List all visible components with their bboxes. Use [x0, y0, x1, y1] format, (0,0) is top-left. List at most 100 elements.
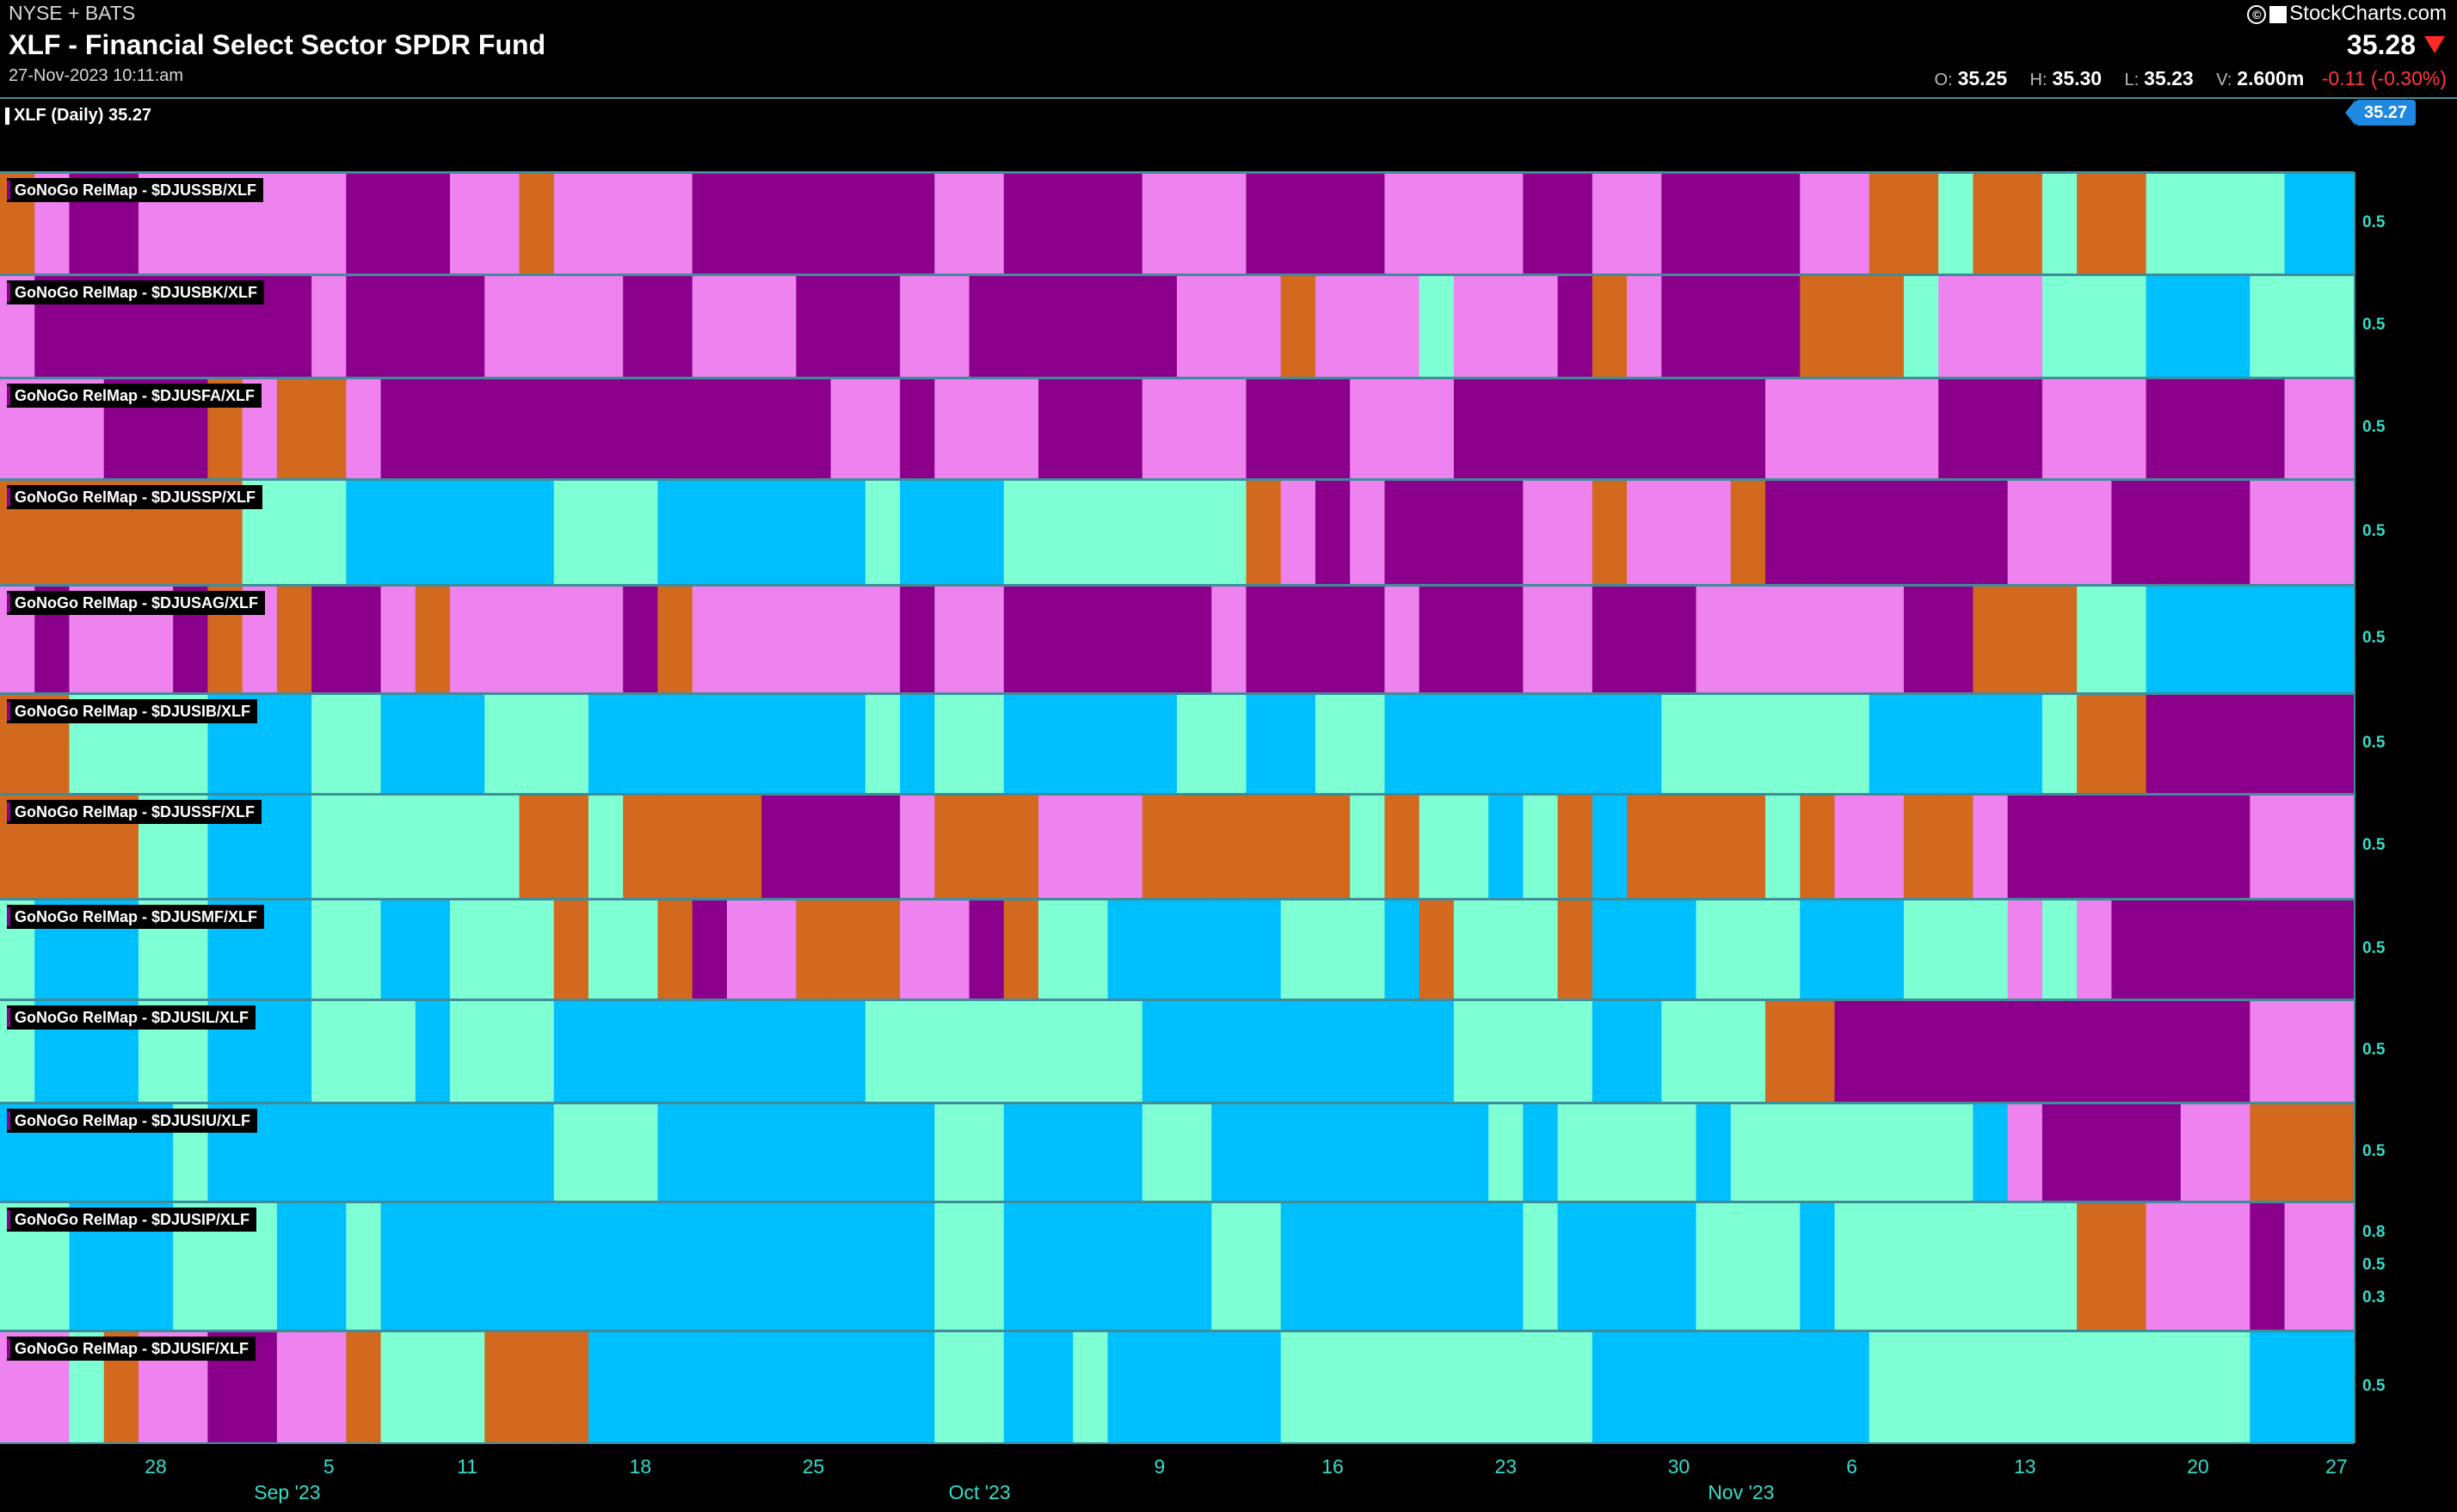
- heatmap-cell: [553, 1202, 589, 1331]
- heatmap-cell: [1696, 1202, 1732, 1331]
- heatmap-row-10[interactable]: [0, 1103, 2355, 1202]
- heatmap-cell: [1765, 1331, 1801, 1443]
- heatmap-cell: [1211, 693, 1247, 794]
- heatmap-cell: [1211, 999, 1247, 1103]
- y-axis-label: 0.3: [2362, 1288, 2386, 1306]
- heatmap-cell: [1453, 693, 1489, 794]
- heatmap-cell: [726, 274, 762, 378]
- heatmap-cell: [623, 172, 659, 274]
- heatmap-cell: [588, 585, 624, 693]
- panel-label: GoNoGo RelMap - $DJUSFA/XLF: [7, 384, 262, 408]
- heatmap-cell: [1419, 479, 1455, 585]
- heatmap-cell: [588, 274, 624, 378]
- heatmap-cell: [2180, 479, 2216, 585]
- heatmap-cell: [2041, 479, 2078, 585]
- heatmap-cell: [2077, 1202, 2112, 1331]
- heatmap-cell: [2180, 274, 2216, 378]
- heatmap-cell: [1003, 378, 1039, 479]
- price-pane[interactable]: XLF (Daily) 35.27: [0, 99, 2457, 172]
- heatmap-cell: [1869, 999, 1905, 1103]
- heatmap-cell: [1246, 1202, 1282, 1331]
- heatmap-cell: [1592, 1103, 1628, 1202]
- heatmap-cell: [2215, 693, 2251, 794]
- heatmap-cell: [1246, 1331, 1282, 1443]
- heatmap-cell: [2041, 585, 2078, 693]
- heatmap-row-1[interactable]: [0, 172, 2355, 274]
- heatmap-cell: [484, 172, 520, 274]
- heatmap-cell: [934, 1331, 970, 1443]
- heatmap-cell: [276, 899, 312, 999]
- heatmap-row-5[interactable]: [0, 585, 2355, 693]
- heatmap-cell: [484, 1331, 520, 1443]
- heatmap-cell: [623, 1331, 659, 1443]
- heatmap-cell: [2007, 585, 2043, 693]
- heatmap-cell: [519, 479, 555, 585]
- heatmap-cell: [1350, 1331, 1386, 1443]
- heatmap-cell: [1038, 794, 1074, 899]
- heatmap-row-7[interactable]: [0, 794, 2355, 899]
- heatmap-cell: [761, 999, 797, 1103]
- heatmap-cell: [761, 274, 797, 378]
- heatmap-cell: [415, 585, 451, 693]
- heatmap-row-12[interactable]: [0, 1331, 2355, 1443]
- heatmap-cell: [1592, 899, 1628, 999]
- heatmap-cell: [900, 1331, 935, 1443]
- heatmap-cell: [553, 794, 589, 899]
- heatmap-cell: [519, 693, 555, 794]
- heatmap-cell: [2318, 479, 2355, 585]
- heatmap-cell: [1938, 794, 1974, 899]
- heatmap-cell: [865, 999, 901, 1103]
- heatmap-row-4[interactable]: [0, 479, 2355, 585]
- heatmap-cell: [1834, 1331, 1870, 1443]
- heatmap-cell: [1696, 585, 1732, 693]
- heatmap-cell: [1488, 479, 1524, 585]
- heatmap-cell: [2250, 999, 2286, 1103]
- heatmap-cell: [1696, 693, 1732, 794]
- heatmap-cell: [2007, 899, 2043, 999]
- heatmap-cell: [2318, 1103, 2355, 1202]
- heatmap-cell: [2111, 794, 2147, 899]
- heatmap-cell: [1453, 1331, 1489, 1443]
- heatmap-cell: [1834, 1103, 1870, 1202]
- heatmap-cell: [1973, 172, 2009, 274]
- heatmap-cell: [1419, 585, 1455, 693]
- heatmap-cell: [1177, 479, 1212, 585]
- heatmap-cell: [1557, 172, 1593, 274]
- heatmap-row-3[interactable]: [0, 378, 2355, 479]
- heatmap-cell: [553, 899, 589, 999]
- heatmap-cell: [1627, 479, 1662, 585]
- heatmap-cell: [2215, 479, 2251, 585]
- bottom-separator: [0, 1442, 2354, 1444]
- heatmap-cell: [969, 1103, 1005, 1202]
- heatmap-cell: [484, 794, 520, 899]
- brand-logo[interactable]: © StockCharts.com: [2247, 2, 2447, 26]
- heatmap-cell: [1765, 999, 1801, 1103]
- heatmap-cell: [900, 999, 935, 1103]
- heatmap-cell: [2007, 1103, 2043, 1202]
- heatmap-cell: [553, 378, 589, 479]
- heatmap-cell: [519, 274, 555, 378]
- heatmap-cell: [1627, 693, 1662, 794]
- heatmap-cell: [1280, 899, 1316, 999]
- heatmap-cell: [519, 1331, 555, 1443]
- heatmap-cell: [1073, 479, 1109, 585]
- heatmap-cell: [1696, 378, 1732, 479]
- heatmap-row-6[interactable]: [0, 693, 2355, 794]
- y-axis-label: 0.5: [2362, 316, 2386, 334]
- heatmap-cell: [1211, 899, 1247, 999]
- heatmap-cell: [830, 794, 866, 899]
- heatmap-cell: [346, 1331, 382, 1443]
- heatmap-row-9[interactable]: [0, 999, 2355, 1103]
- heatmap-row-8[interactable]: [0, 899, 2355, 999]
- heatmap-cell: [311, 999, 347, 1103]
- heatmap-cell: [1800, 899, 1836, 999]
- y-axis-label: 0.5: [2362, 1376, 2386, 1395]
- heatmap-cell: [276, 378, 312, 479]
- x-tick-label: 25: [802, 1455, 825, 1478]
- heatmap-row-2[interactable]: [0, 274, 2355, 378]
- heatmap-cell: [900, 172, 935, 274]
- heatmap-row-11[interactable]: [0, 1202, 2355, 1331]
- heatmap-cell: [1592, 479, 1628, 585]
- heatmap-cell: [1973, 378, 2009, 479]
